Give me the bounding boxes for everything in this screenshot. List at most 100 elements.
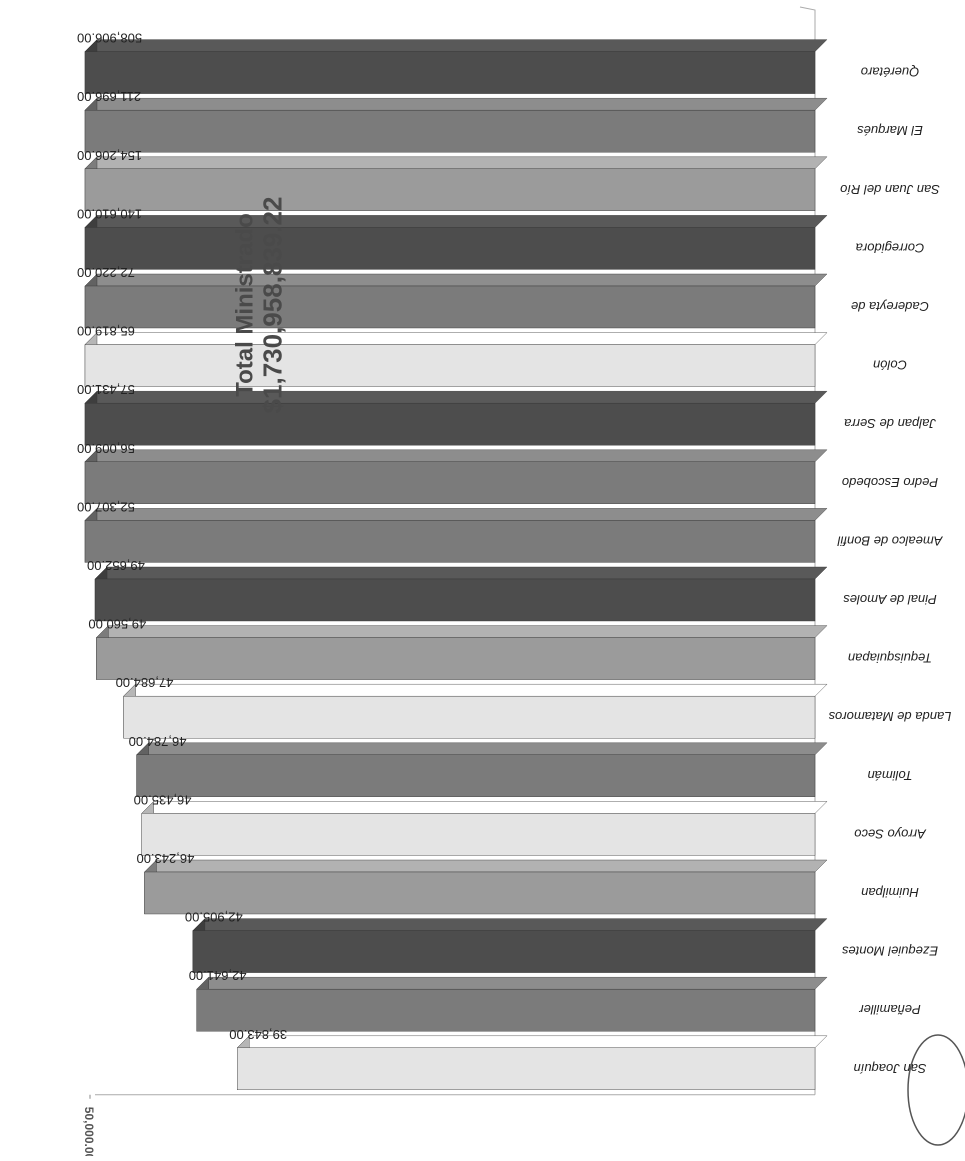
category-label: El Marqués [857, 123, 923, 138]
bar-9 [84, 507, 828, 563]
bar-top-face [94, 566, 828, 580]
bar-front-face [192, 930, 816, 973]
bar-value-label: 56,009.00 [77, 441, 135, 456]
bar-front-face [84, 285, 816, 329]
stamp-outline [907, 1034, 965, 1146]
category-label: Peñamiller [859, 1002, 921, 1017]
bar-value-label: 42,641.00 [189, 968, 247, 983]
bar-front-face [141, 813, 816, 856]
bar-1 [84, 39, 828, 95]
bar-top-face [84, 449, 828, 462]
bar-value-label: 39,843.00 [229, 1027, 287, 1042]
bar-front-face [84, 51, 816, 94]
bar-18 [236, 1035, 828, 1091]
bar-front-face [237, 1047, 816, 1091]
bar-16 [192, 918, 828, 974]
total-summary: Total Ministrado $1,730,958,839.22 [215, 190, 305, 420]
bar-17 [196, 976, 828, 1032]
category-label: Tequisquiapan [848, 651, 932, 666]
bar-value-label: 46,784.00 [129, 734, 187, 749]
bar-top-face [143, 859, 828, 873]
bar-top-face [84, 273, 828, 287]
category-label: San Joaquín [853, 1061, 926, 1076]
bar-top-face [84, 97, 828, 111]
bar-value-label: 140,610.00 [77, 206, 142, 221]
bar-front-face [144, 871, 816, 915]
category-label: Cadereyta de [851, 299, 929, 314]
bar-front-face [94, 578, 816, 622]
bar-top-face [136, 742, 828, 755]
chart-bars [84, 39, 828, 1091]
bar-top-face [84, 391, 828, 404]
bar-front-face [84, 168, 816, 212]
chart-labels: 508,906.00 Querétaro 211,696.00 El Marqués 1… [77, 31, 951, 1076]
bar-top-face [84, 332, 828, 345]
value-axis-tick-label: 50,000.00 [82, 1107, 96, 1156]
bar-front-face [196, 989, 816, 1032]
category-label: Pinal de Amoles [843, 592, 937, 607]
bar-front-face [84, 403, 816, 446]
bar-value-label: 46,435.00 [134, 792, 192, 807]
bar-top-face [84, 39, 828, 52]
bar-12 [123, 683, 828, 739]
bar-top-face [236, 1035, 828, 1049]
total-amount: $1,730,958,839.22 [257, 196, 288, 414]
category-label: Amealco de Bonfil [836, 533, 943, 548]
bar-value-label: 52,307.00 [77, 499, 135, 514]
bar-top-face [141, 801, 828, 814]
bar-value-label: 57,431.00 [77, 382, 135, 397]
bar-3 [84, 156, 828, 212]
bar-value-label: 49,652.00 [87, 558, 145, 573]
bar-front-face [136, 754, 816, 797]
bar-value-label: 154,206.00 [77, 148, 142, 163]
bar-15 [143, 859, 828, 915]
bar-front-face [84, 227, 816, 270]
bar-13 [136, 742, 828, 798]
total-title: Total Ministrado [231, 213, 259, 397]
bar-6 [84, 332, 828, 388]
bar-front-face [84, 461, 816, 504]
category-label: Landa de Matamoros [828, 709, 951, 724]
bar-4 [84, 214, 828, 270]
bar-value-label: 47,684.00 [116, 675, 174, 690]
bar-front-face [96, 637, 816, 680]
bar-top-face [95, 625, 828, 638]
category-label: Querétaro [861, 65, 920, 80]
bar-7 [84, 390, 828, 446]
bar-value-label: 508,906.00 [77, 31, 142, 46]
bar-value-label: 65,819.00 [77, 324, 135, 339]
bar-value-label: 46,243.00 [136, 851, 194, 866]
bar-8 [84, 449, 828, 505]
bar-value-label: 211,696.00 [77, 89, 141, 104]
bar-2 [84, 97, 828, 153]
bar-value-label: 72,220.00 [77, 265, 135, 280]
category-label: Huimilpan [861, 885, 919, 900]
bar-top-face [84, 508, 828, 521]
bar-top-face [196, 977, 828, 990]
total-text-group: Total Ministrado $1,730,958,839.22 [231, 185, 288, 425]
bar-5 [84, 273, 828, 329]
bar-value-label: 49,560.00 [88, 617, 146, 632]
category-label: Arroyo Seco [854, 826, 927, 841]
bar-top-face [84, 215, 828, 228]
bar-10 [94, 566, 828, 622]
bar-top-face [84, 156, 828, 170]
category-label: San Juan del Río [840, 182, 940, 197]
category-label: Tolimán [867, 768, 912, 783]
bar-value-label: 42,905.00 [185, 910, 243, 925]
bar-top-face [123, 684, 828, 697]
bar-11 [95, 625, 828, 681]
bar-front-face [84, 109, 816, 153]
bar-front-face [84, 344, 816, 387]
category-label: Pedro Escobedo [842, 475, 938, 490]
category-label: Colón [873, 358, 907, 373]
bar-14 [141, 800, 828, 856]
category-label: Ezequiel Montes [841, 944, 938, 959]
category-label: Jalpan de Serra [844, 416, 937, 431]
category-label: Corregidora [856, 240, 925, 255]
bar-front-face [84, 520, 816, 563]
bar-front-face [123, 696, 816, 739]
bar-top-face [192, 918, 828, 931]
